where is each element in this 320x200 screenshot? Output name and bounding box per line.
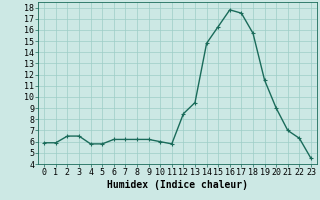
X-axis label: Humidex (Indice chaleur): Humidex (Indice chaleur) [107,180,248,190]
